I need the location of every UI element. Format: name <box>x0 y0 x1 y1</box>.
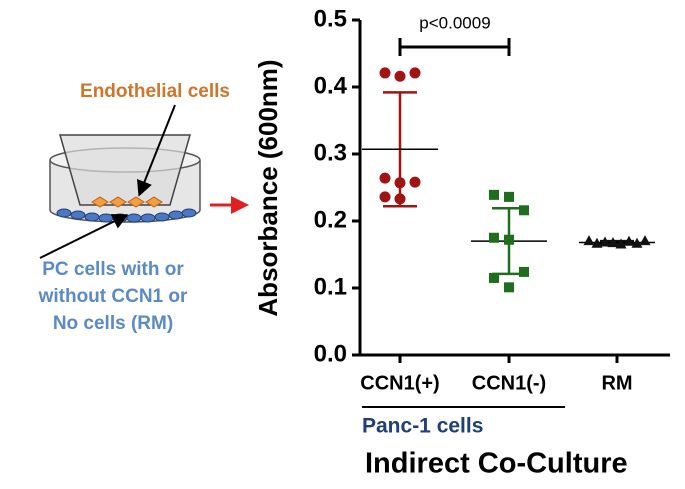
y-tick-label: 0.4 <box>314 72 348 99</box>
y-tick-label: 0.2 <box>314 206 347 233</box>
data-point <box>394 177 406 189</box>
data-point <box>504 282 514 293</box>
data-point <box>489 272 499 283</box>
data-point <box>623 235 635 246</box>
cell-label: PC cells with or <box>42 259 184 280</box>
y-tick-label: 0.5 <box>314 5 347 32</box>
y-tick-label: 0.0 <box>314 340 347 367</box>
data-point <box>519 205 529 216</box>
cell-label: No cells (RM) <box>53 313 173 334</box>
data-point <box>379 172 391 184</box>
data-point <box>379 191 391 203</box>
cell-label: Endothelial cells <box>80 81 230 102</box>
x-tick-label: RM <box>601 372 632 394</box>
data-point <box>489 232 499 243</box>
footer: Indirect Co-Culture <box>365 448 628 480</box>
group-label: Panc-1 cells <box>362 415 483 438</box>
data-point <box>379 67 391 79</box>
data-point <box>409 67 421 79</box>
annotation: p<0.0009 <box>419 13 490 32</box>
x-tick-label: CCN1(+) <box>360 372 439 394</box>
data-point <box>519 266 529 277</box>
data-point <box>504 234 514 245</box>
data-point <box>631 237 643 248</box>
data-point <box>599 236 611 247</box>
data-point <box>607 237 619 248</box>
dish-diagram <box>39 104 249 259</box>
data-point <box>591 237 603 248</box>
data-point <box>394 193 406 205</box>
data-point <box>409 176 421 188</box>
x-tick-label: CCN1(-) <box>472 372 546 394</box>
cell-label: without CCN1 or <box>38 286 188 307</box>
data-point <box>504 191 514 202</box>
data-point <box>639 235 651 246</box>
data-point <box>394 70 406 82</box>
y-tick-label: 0.3 <box>314 139 347 166</box>
data-point <box>615 238 627 249</box>
y-axis-label: Absorbance (600nm) <box>253 59 283 316</box>
y-tick-label: 0.1 <box>314 273 347 300</box>
data-point <box>583 235 595 246</box>
data-point <box>489 189 499 200</box>
